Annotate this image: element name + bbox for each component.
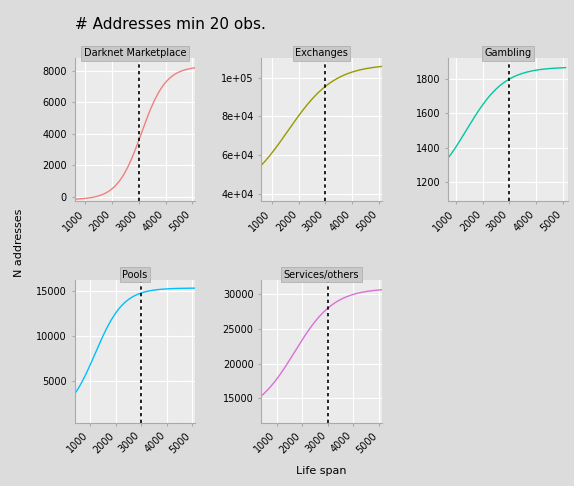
Text: Services/others: Services/others bbox=[284, 270, 359, 280]
Text: # Addresses min 20 obs.: # Addresses min 20 obs. bbox=[75, 17, 266, 32]
Text: Darknet Marketplace: Darknet Marketplace bbox=[84, 48, 186, 58]
Text: Life span: Life span bbox=[296, 466, 347, 476]
Text: Pools: Pools bbox=[122, 270, 148, 280]
Text: Exchanges: Exchanges bbox=[295, 48, 348, 58]
Text: N addresses: N addresses bbox=[14, 209, 24, 277]
Text: Gambling: Gambling bbox=[484, 48, 532, 58]
